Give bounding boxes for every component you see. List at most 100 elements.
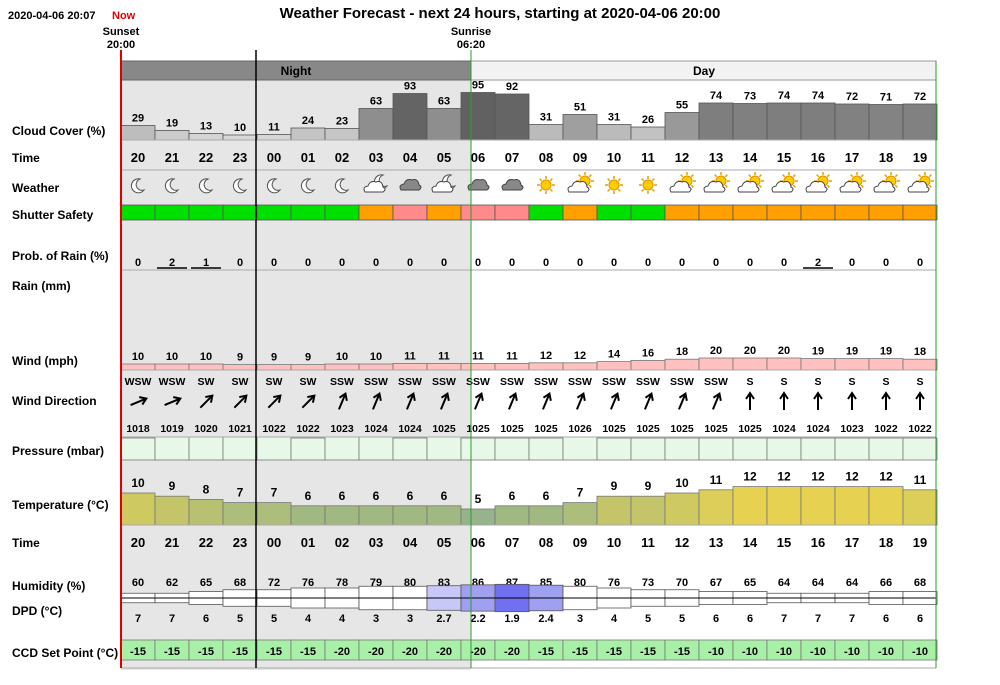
pressure-value: 1024	[772, 423, 796, 435]
weather-icon	[839, 172, 866, 193]
weather-icon	[737, 172, 764, 193]
prob-rain-value: 1	[203, 257, 209, 269]
sun-ray	[860, 184, 864, 188]
wind-bar	[732, 357, 768, 371]
shutter-cell	[596, 204, 632, 221]
time-label: 21	[165, 535, 179, 550]
sun-ray	[850, 174, 854, 178]
wind-direction-label: SSW	[534, 376, 558, 388]
pressure-value: 1025	[500, 423, 524, 435]
wind-bar	[562, 362, 598, 371]
wind-arrow	[508, 392, 518, 410]
sun-ray	[607, 178, 611, 182]
ccd-value: -15	[130, 646, 146, 658]
pressure-value: 1019	[160, 423, 184, 435]
label-ccd-set-point: CCD Set Point (°C)	[12, 646, 118, 660]
pressure-bar	[902, 437, 938, 461]
time-label: 16	[811, 535, 825, 550]
now-label: Now	[112, 10, 136, 22]
pressure-value: 1024	[398, 423, 422, 435]
wind-direction-label: WSW	[125, 376, 152, 388]
time-label: 20	[131, 150, 145, 165]
time-label: 09	[573, 150, 587, 165]
time-label: 18	[879, 150, 893, 165]
time-label: 17	[845, 150, 859, 165]
wind-arrow-head	[576, 392, 586, 401]
humidity-value: 64	[846, 577, 859, 589]
wind-arrow-head	[338, 392, 348, 401]
pressure-bar	[426, 436, 462, 461]
shutter-cell	[358, 204, 394, 221]
cloud-bar	[256, 134, 292, 141]
prob-rain-value: 0	[611, 257, 617, 269]
pressure-bar	[324, 436, 360, 461]
humidity-value: 65	[744, 577, 756, 589]
temperature-bar	[698, 489, 734, 526]
time-label: 12	[675, 150, 689, 165]
shutter-cell	[868, 204, 904, 221]
temperature-bar	[154, 495, 190, 526]
dpd-value: 7	[169, 613, 175, 625]
temperature-value: 6	[305, 489, 312, 503]
label-wind: Wind (mph)	[12, 354, 78, 368]
wind-direction-label: SSW	[568, 376, 592, 388]
sun-ray	[641, 188, 645, 192]
ccd-value: -15	[232, 646, 248, 658]
ccd-value: -15	[572, 646, 588, 658]
wind-arrow-head	[678, 392, 688, 401]
pressure-bar	[154, 436, 190, 461]
wind-arrow-shaft	[372, 394, 380, 410]
weather-icon	[805, 172, 832, 193]
prob-rain-value: 0	[747, 257, 753, 269]
label-dpd: DPD (°C)	[12, 604, 62, 618]
sun-ray	[607, 188, 611, 192]
time-label: 14	[743, 150, 758, 165]
wind-bar	[392, 362, 428, 371]
time-label: 04	[403, 535, 418, 550]
wind-value: 10	[336, 351, 348, 363]
wind-arrow	[372, 392, 382, 410]
wind-arrow-head	[745, 391, 755, 400]
prob-rain-value: 0	[271, 257, 277, 269]
wind-arrow	[338, 392, 348, 410]
pressure-value: 1022	[908, 423, 932, 435]
ccd-value: -10	[844, 646, 860, 658]
wind-value: 11	[472, 350, 484, 362]
wind-bar	[154, 363, 190, 371]
pressure-value: 1025	[704, 423, 728, 435]
wind-bar	[290, 364, 326, 371]
sunrise-label: Sunrise	[451, 26, 491, 38]
temperature-bar	[630, 495, 666, 526]
wind-value: 20	[778, 345, 790, 357]
sun-ray	[826, 174, 830, 178]
weather-icon	[198, 178, 214, 194]
dpd-value: 7	[135, 613, 141, 625]
cloud-value: 24	[302, 115, 315, 127]
pressure-bar	[732, 437, 768, 461]
cloud-shape	[703, 181, 726, 193]
time-label: 08	[539, 535, 553, 550]
pressure-bar	[358, 436, 394, 461]
sun-ray	[578, 174, 582, 178]
wind-value: 14	[608, 349, 621, 361]
prob-rain-value: 0	[305, 257, 311, 269]
humidity-value: 76	[302, 577, 314, 589]
temperature-bar	[324, 505, 360, 526]
temperature-value: 6	[441, 489, 448, 503]
timestamp: 2020-04-06 20:07	[8, 10, 95, 22]
cloud-shape	[907, 181, 930, 193]
sun-ray	[588, 174, 592, 178]
night-label: Night	[281, 64, 312, 78]
weather-icon	[771, 172, 798, 193]
cloud-shape	[431, 181, 454, 193]
prob-rain-value: 0	[407, 257, 413, 269]
wind-value: 11	[438, 350, 450, 362]
time-label: 03	[369, 535, 383, 550]
sun-ray	[549, 188, 553, 192]
cloud-shape	[737, 181, 760, 193]
label-rain: Rain (mm)	[12, 279, 71, 293]
cloud-value: 23	[336, 116, 348, 128]
temperature-bar	[528, 505, 564, 526]
prob-rain-value: 2	[169, 257, 175, 269]
ccd-value: -15	[538, 646, 554, 658]
